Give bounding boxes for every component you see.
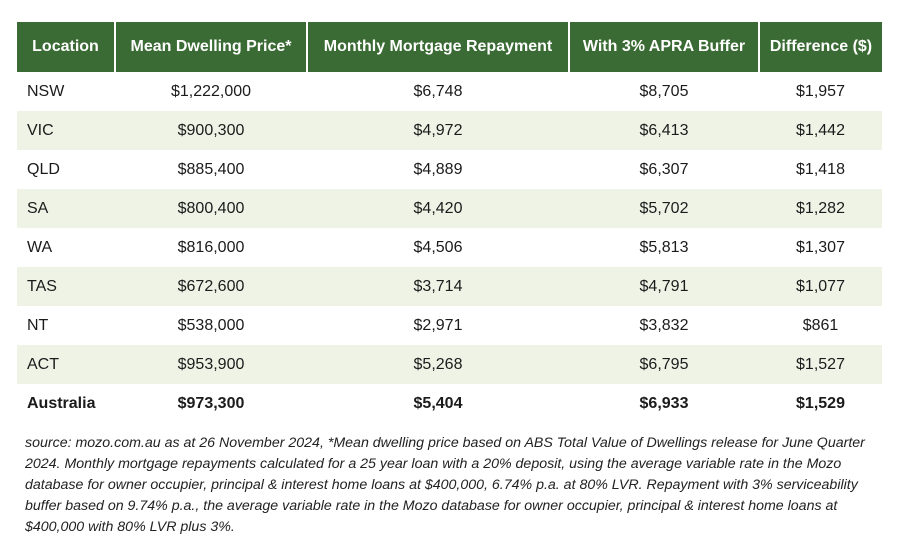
- mortgage-table-container: Location Mean Dwelling Price* Monthly Mo…: [17, 22, 882, 538]
- cell-mean-price: $672,600: [115, 267, 307, 306]
- cell-monthly-repayment: $5,404: [307, 384, 569, 423]
- table-row: NT $538,000 $2,971 $3,832 $861: [17, 306, 882, 345]
- cell-buffer-repayment: $6,307: [569, 150, 759, 189]
- header-location: Location: [17, 22, 116, 72]
- cell-buffer-repayment: $6,795: [569, 345, 759, 384]
- table-row: SA $800,400 $4,420 $5,702 $1,282: [17, 189, 882, 228]
- cell-difference: $1,442: [759, 111, 882, 150]
- cell-location: Australia: [17, 384, 115, 423]
- table-row: TAS $672,600 $3,714 $4,791 $1,077: [17, 267, 882, 306]
- cell-monthly-repayment: $4,889: [307, 150, 569, 189]
- cell-mean-price: $800,400: [115, 189, 307, 228]
- cell-mean-price: $1,222,000: [115, 72, 307, 111]
- cell-mean-price: $953,900: [115, 345, 307, 384]
- header-difference: Difference ($): [759, 22, 882, 72]
- cell-buffer-repayment: $5,702: [569, 189, 759, 228]
- cell-mean-price: $538,000: [115, 306, 307, 345]
- cell-buffer-repayment: $6,933: [569, 384, 759, 423]
- cell-buffer-repayment: $4,791: [569, 267, 759, 306]
- table-row: ACT $953,900 $5,268 $6,795 $1,527: [17, 345, 882, 384]
- cell-buffer-repayment: $8,705: [569, 72, 759, 111]
- cell-location: QLD: [17, 150, 115, 189]
- cell-location: ACT: [17, 345, 115, 384]
- cell-difference: $1,307: [759, 228, 882, 267]
- cell-difference: $1,957: [759, 72, 882, 111]
- header-mean-dwelling-price: Mean Dwelling Price*: [115, 22, 308, 72]
- cell-buffer-repayment: $5,813: [569, 228, 759, 267]
- cell-location: TAS: [17, 267, 115, 306]
- header-monthly-mortgage-repayment: Monthly Mortgage Repayment: [307, 22, 570, 72]
- cell-location: SA: [17, 189, 115, 228]
- cell-monthly-repayment: $4,420: [307, 189, 569, 228]
- cell-difference: $1,282: [759, 189, 882, 228]
- header-apra-buffer: With 3% APRA Buffer: [569, 22, 760, 72]
- table-row: WA $816,000 $4,506 $5,813 $1,307: [17, 228, 882, 267]
- cell-monthly-repayment: $5,268: [307, 345, 569, 384]
- cell-monthly-repayment: $3,714: [307, 267, 569, 306]
- table-header-row: Location Mean Dwelling Price* Monthly Mo…: [17, 22, 882, 72]
- cell-difference: $1,077: [759, 267, 882, 306]
- cell-difference: $861: [759, 306, 882, 345]
- cell-buffer-repayment: $6,413: [569, 111, 759, 150]
- table-row: QLD $885,400 $4,889 $6,307 $1,418: [17, 150, 882, 189]
- cell-mean-price: $885,400: [115, 150, 307, 189]
- cell-location: NT: [17, 306, 115, 345]
- source-footnote: source: mozo.com.au as at 26 November 20…: [25, 435, 865, 535]
- table-row: VIC $900,300 $4,972 $6,413 $1,442: [17, 111, 882, 150]
- cell-monthly-repayment: $4,506: [307, 228, 569, 267]
- cell-difference: $1,418: [759, 150, 882, 189]
- cell-mean-price: $900,300: [115, 111, 307, 150]
- table-row: NSW $1,222,000 $6,748 $8,705 $1,957: [17, 72, 882, 111]
- cell-mean-price: $816,000: [115, 228, 307, 267]
- cell-location: VIC: [17, 111, 115, 150]
- cell-mean-price: $973,300: [115, 384, 307, 423]
- cell-location: NSW: [17, 72, 115, 111]
- table-total-row: Australia $973,300 $5,404 $6,933 $1,529: [17, 384, 882, 423]
- cell-monthly-repayment: $6,748: [307, 72, 569, 111]
- cell-buffer-repayment: $3,832: [569, 306, 759, 345]
- cell-difference: $1,529: [759, 384, 882, 423]
- cell-monthly-repayment: $2,971: [307, 306, 569, 345]
- mortgage-repayment-table: Location Mean Dwelling Price* Monthly Mo…: [17, 22, 882, 423]
- cell-location: WA: [17, 228, 115, 267]
- cell-difference: $1,527: [759, 345, 882, 384]
- cell-monthly-repayment: $4,972: [307, 111, 569, 150]
